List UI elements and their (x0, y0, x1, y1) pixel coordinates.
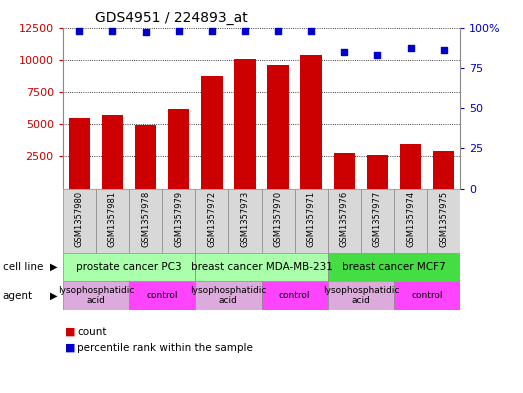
Point (141, 29, 150, 35)
Bar (400, 143, 422, 189)
Bar (267, 65, 289, 189)
Text: GSM1357977: GSM1357977 (373, 191, 382, 247)
Text: count: count (77, 327, 107, 337)
Text: GSM1357978: GSM1357978 (141, 191, 150, 247)
Bar (367, 155, 388, 189)
Bar (433, 151, 454, 189)
Bar (168, 109, 189, 189)
Text: GSM1357981: GSM1357981 (108, 191, 117, 247)
Text: GSM1357970: GSM1357970 (274, 191, 282, 247)
Bar (69, 118, 90, 189)
Text: control: control (146, 291, 178, 300)
Bar (96, 189, 129, 253)
Bar (195, 281, 262, 310)
Bar (195, 189, 229, 253)
Bar (63, 189, 96, 253)
Text: ▶: ▶ (50, 291, 57, 301)
Text: ■: ■ (65, 327, 76, 337)
Bar (63, 281, 129, 310)
Bar (300, 55, 322, 189)
Bar (427, 189, 460, 253)
Point (439, 47, 448, 53)
Point (241, 28, 249, 34)
Text: GDS4951 / 224893_at: GDS4951 / 224893_at (95, 11, 247, 25)
Text: agent: agent (3, 291, 33, 301)
Bar (328, 189, 361, 253)
Point (75, 28, 84, 34)
Point (406, 45, 415, 51)
Text: ■: ■ (65, 343, 76, 353)
Bar (328, 281, 394, 310)
Bar (294, 189, 328, 253)
Bar (262, 281, 328, 310)
Text: GSM1357974: GSM1357974 (406, 191, 415, 247)
Text: GSM1357976: GSM1357976 (340, 191, 349, 247)
Text: GSM1357975: GSM1357975 (439, 191, 448, 247)
Text: control: control (412, 291, 443, 300)
Point (373, 52, 382, 58)
Text: lysophosphatidic
acid: lysophosphatidic acid (190, 286, 267, 305)
Text: GSM1357972: GSM1357972 (207, 191, 217, 247)
Bar (129, 281, 195, 310)
Bar (101, 115, 123, 189)
Text: lysophosphatidic
acid: lysophosphatidic acid (323, 286, 399, 305)
Text: prostate cancer PC3: prostate cancer PC3 (76, 262, 182, 272)
Bar (234, 59, 256, 189)
Bar (262, 189, 294, 253)
Point (307, 28, 315, 34)
Point (340, 48, 348, 55)
Text: cell line: cell line (3, 262, 43, 272)
Bar (328, 253, 460, 281)
Text: control: control (279, 291, 310, 300)
Point (175, 28, 183, 34)
Text: GSM1357973: GSM1357973 (241, 191, 249, 247)
Text: breast cancer MCF7: breast cancer MCF7 (342, 262, 446, 272)
Bar (162, 189, 195, 253)
Text: GSM1357979: GSM1357979 (174, 191, 183, 247)
Bar (394, 281, 460, 310)
Point (208, 28, 216, 34)
Point (274, 28, 282, 34)
Text: percentile rank within the sample: percentile rank within the sample (77, 343, 253, 353)
Bar (195, 253, 328, 281)
Bar (201, 77, 223, 189)
Bar (129, 189, 162, 253)
Bar (334, 152, 355, 189)
Text: GSM1357980: GSM1357980 (75, 191, 84, 247)
Text: lysophosphatidic
acid: lysophosphatidic acid (58, 286, 134, 305)
Bar (229, 189, 262, 253)
Bar (63, 253, 195, 281)
Bar (135, 125, 156, 189)
Text: GSM1357971: GSM1357971 (306, 191, 316, 247)
Bar (361, 189, 394, 253)
Text: breast cancer MDA-MB-231: breast cancer MDA-MB-231 (190, 262, 333, 272)
Bar (394, 189, 427, 253)
Text: ▶: ▶ (50, 262, 57, 272)
Point (108, 28, 117, 34)
